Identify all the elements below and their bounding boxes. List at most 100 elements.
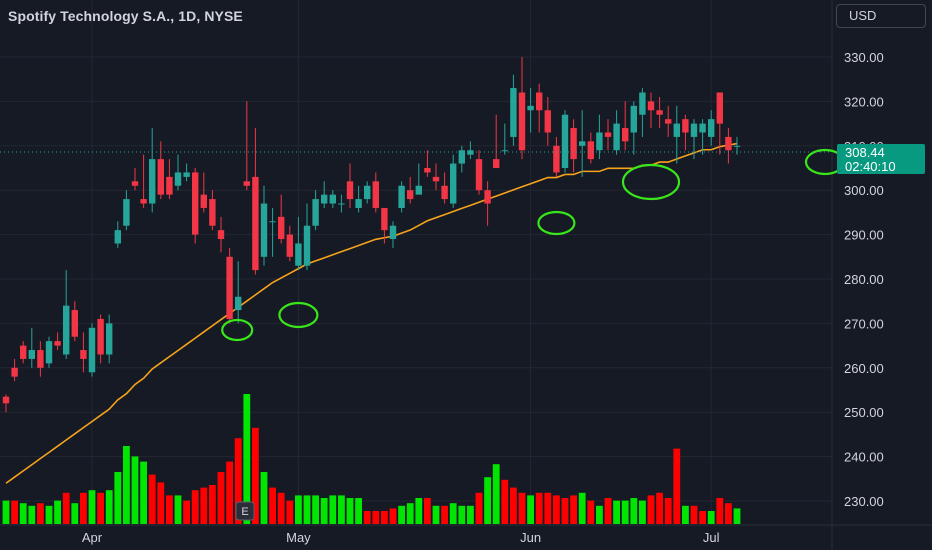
candle-body <box>260 203 268 257</box>
volume-bar <box>105 490 113 524</box>
last-price-value: 308.44 <box>845 145 885 160</box>
volume-bar <box>467 505 474 524</box>
candle <box>432 163 440 191</box>
volume-bar <box>131 456 139 524</box>
candle <box>536 83 543 133</box>
volume-bar <box>570 495 577 524</box>
volume-bar <box>535 492 543 524</box>
candle <box>97 314 104 364</box>
volume-bar <box>97 492 104 524</box>
candle-body <box>553 145 560 173</box>
volume-bar <box>123 446 130 524</box>
candle-body <box>613 123 620 151</box>
volume-bar <box>71 503 79 524</box>
volume-bar <box>690 505 698 524</box>
candle <box>673 105 680 164</box>
volume-bar <box>707 511 715 524</box>
candle <box>604 119 612 151</box>
candle <box>372 172 379 213</box>
volume-bar <box>37 503 44 524</box>
candle-body <box>682 119 689 133</box>
candle <box>510 74 517 146</box>
candle <box>114 221 121 248</box>
candle-body <box>321 194 328 204</box>
volume-bar <box>62 492 70 524</box>
candle <box>312 190 319 231</box>
candle <box>28 327 35 368</box>
volume-bar <box>424 498 431 524</box>
volume-bar <box>733 508 741 524</box>
candle <box>501 123 508 155</box>
candle <box>286 225 293 262</box>
volume-bar <box>28 505 36 524</box>
volume-bar <box>613 500 620 524</box>
candle-body <box>708 119 715 137</box>
volume-bar <box>286 500 294 524</box>
candle-body <box>303 225 311 266</box>
candle <box>174 154 182 191</box>
volume-bar <box>329 495 337 524</box>
candle-body <box>200 194 207 208</box>
y-axis-tick-label: 230.00 <box>844 494 884 509</box>
candle-body <box>157 159 164 195</box>
candle <box>613 110 620 155</box>
candle-body <box>183 172 190 177</box>
volume-bar <box>716 498 724 524</box>
volume-bar <box>11 500 18 524</box>
candle-body <box>252 176 259 271</box>
volume-bar <box>19 503 27 524</box>
candle <box>398 181 405 213</box>
candle-body <box>527 105 534 111</box>
volume-bar <box>725 503 732 524</box>
candle <box>11 358 18 382</box>
candle <box>54 332 61 351</box>
volume-bar <box>398 505 405 524</box>
volume-bar <box>183 500 190 524</box>
volume-bar <box>277 492 285 524</box>
candle-body <box>536 92 543 111</box>
candle-body <box>716 92 723 124</box>
volume-bar <box>415 498 423 524</box>
candle-body <box>596 132 603 151</box>
candle <box>587 132 594 164</box>
candle <box>200 172 207 213</box>
candle <box>699 119 706 155</box>
moving-average-line <box>5 142 738 484</box>
candle-body <box>647 101 655 111</box>
candle <box>183 163 190 182</box>
candle-body <box>278 216 285 240</box>
candle-body <box>45 341 53 364</box>
volume-bar <box>45 505 53 524</box>
highlight-circle <box>537 210 576 236</box>
volume-bar <box>458 505 466 524</box>
y-axis-tick-label: 270.00 <box>844 316 884 331</box>
y-axis-tick-label: 250.00 <box>844 405 884 420</box>
candle <box>37 341 44 377</box>
candle <box>484 181 491 226</box>
currency-button[interactable]: USD <box>836 4 926 28</box>
candle-body <box>312 199 319 226</box>
candle-body <box>441 185 448 200</box>
candle <box>192 168 199 244</box>
candle <box>355 185 362 213</box>
candle <box>226 247 233 324</box>
candle <box>2 394 10 413</box>
candle-body <box>217 230 225 240</box>
candle-body <box>510 88 517 137</box>
volume-bar <box>88 490 96 524</box>
volume-bar <box>553 495 560 524</box>
earnings-marker[interactable]: E <box>235 501 255 521</box>
highlight-circle <box>278 301 319 329</box>
x-axis-tick-label: May <box>286 530 311 545</box>
volume-bar <box>699 511 706 524</box>
candle-body <box>106 323 113 355</box>
volume-bar <box>200 487 208 524</box>
candle <box>20 341 27 364</box>
candle <box>596 114 603 160</box>
candle <box>157 141 164 200</box>
candle-body <box>432 176 440 182</box>
volume-bar <box>226 461 233 524</box>
candle <box>209 190 216 231</box>
candle-body <box>424 168 431 173</box>
